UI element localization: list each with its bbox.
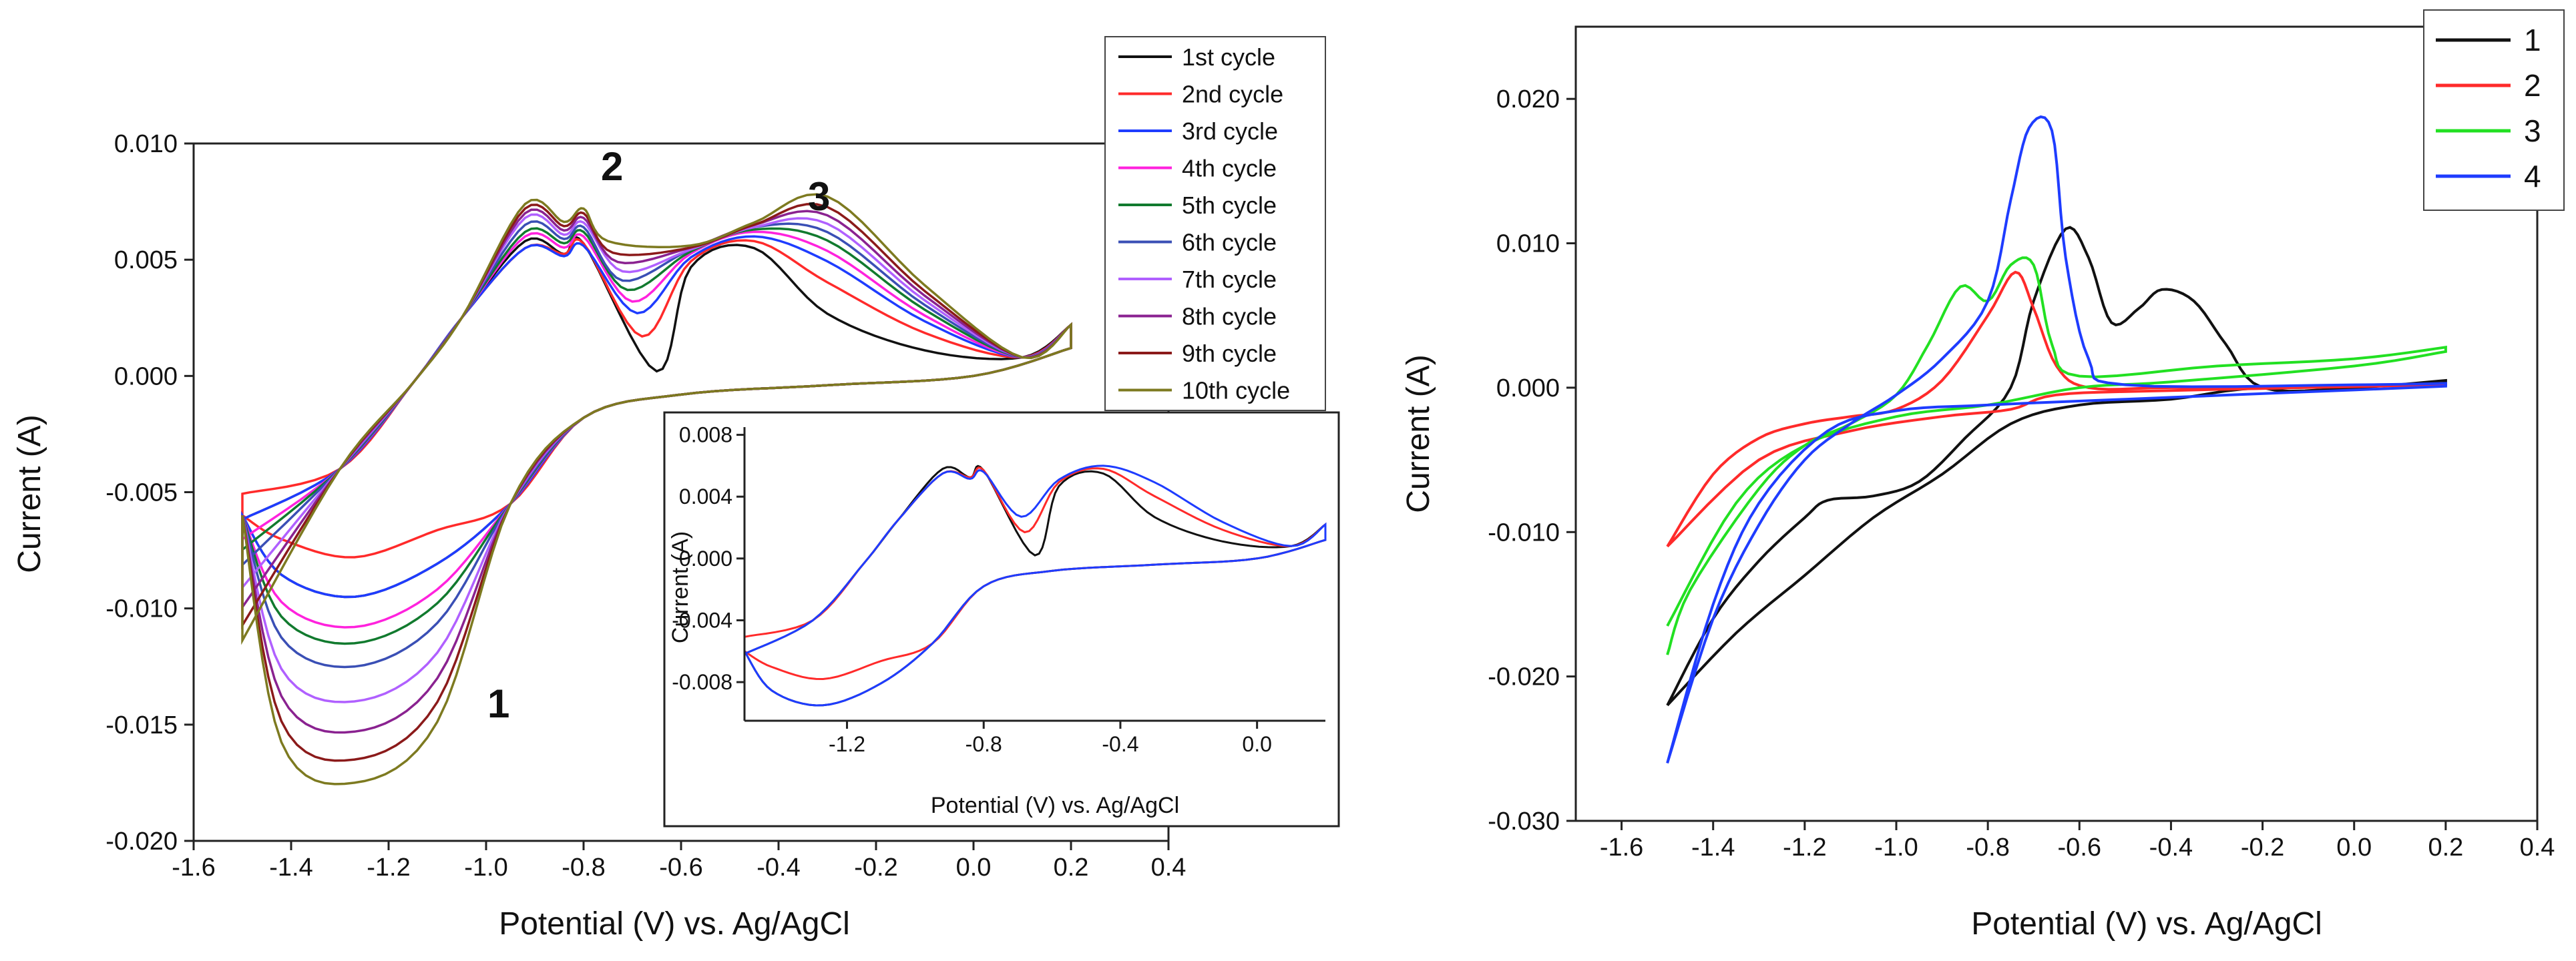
y-tick-label: -0.010	[105, 595, 178, 623]
inset-chart: -1.2 -0.8 -0.4 0.0 0.008 0.004 0.000 -0.004 -0.0…	[663, 411, 1340, 828]
left-legend-label: 2nd cycle	[1182, 81, 1283, 108]
left-chart-curves	[241, 193, 1072, 785]
left-legend-label: 3rd cycle	[1182, 117, 1278, 145]
left-series-6	[241, 220, 1072, 669]
x-tick-label: -1.2	[1783, 834, 1826, 862]
y-tick-label: 0.010	[114, 130, 178, 158]
x-tick-label: -0.2	[854, 854, 897, 882]
y-tick-label: 0.005	[114, 246, 178, 274]
y-tick-label: -0.020	[1488, 663, 1560, 691]
right-legend: 1 2 3 4	[2423, 9, 2565, 211]
y-tick-label: 0.010	[1496, 230, 1560, 258]
inset-axes: -1.2 -0.8 -0.4 0.0 0.008 0.004 0.000 -0.004 -0.0…	[672, 423, 1325, 756]
inset-y-tick-label: 0.004	[679, 485, 732, 509]
right-y-label: Current (A)	[1401, 354, 1436, 513]
inset-y-tick-label: -0.008	[672, 670, 732, 694]
left-chart: -1.6 -1.4 -1.2 -1.0 -0.8 -0.6 -0.4 -0.2 0.0 0.2 0.…	[12, 36, 1326, 942]
left-legend-label: 8th cycle	[1182, 303, 1277, 330]
y-tick-label: -0.030	[1488, 808, 1560, 836]
inset-y-tick-label: 0.000	[679, 547, 732, 571]
x-tick-label: -0.6	[659, 854, 702, 882]
y-tick-label: 0.000	[1496, 374, 1560, 402]
x-tick-label: 0.4	[2520, 834, 2555, 862]
y-tick-label: 0.020	[1496, 85, 1560, 113]
x-tick-label: -1.4	[1691, 834, 1735, 862]
left-y-label: Current (A)	[12, 414, 47, 573]
inset-x-tick-label: -0.4	[1102, 732, 1138, 756]
x-tick-label: -1.4	[269, 854, 312, 882]
left-series-4	[241, 230, 1072, 629]
right-legend-label: 2	[2524, 68, 2541, 103]
left-series-9	[241, 203, 1072, 762]
x-tick-label: -0.8	[1966, 834, 2009, 862]
right-series-4	[1666, 115, 2447, 764]
inset-curves	[743, 464, 1327, 707]
x-tick-label: -1.0	[464, 854, 507, 882]
inset-box	[663, 411, 1340, 828]
left-x-label: Potential (V) vs. Ag/AgCl	[499, 906, 850, 942]
left-legend-label: 6th cycle	[1182, 229, 1277, 256]
y-tick-label: -0.010	[1488, 519, 1560, 547]
y-tick-label: -0.005	[105, 479, 178, 507]
inset-x-tick-label: -1.2	[829, 732, 865, 756]
x-tick-label: 0.0	[2336, 834, 2372, 862]
right-x-axis: -1.6 -1.4 -1.2 -1.0 -0.8 -0.6 -0.4 -0.2 0.0 0.2 0.…	[1600, 821, 2555, 862]
left-legend-box	[1104, 36, 1326, 411]
left-legend-label: 5th cycle	[1182, 192, 1277, 219]
right-legend-label: 4	[2524, 159, 2541, 194]
inset-x-tick-label: -0.8	[965, 732, 1002, 756]
inset-y-tick-label: -0.004	[672, 608, 732, 632]
annotation-3: 3	[808, 174, 830, 219]
inset-y-tick-label: 0.008	[679, 423, 732, 447]
x-tick-label: -1.6	[172, 854, 215, 882]
inset-y-label: Current (A)	[668, 531, 693, 643]
left-x-axis: -1.6 -1.4 -1.2 -1.0 -0.8 -0.6 -0.4 -0.2 0.0 0.2 0.…	[172, 841, 1186, 882]
y-tick-label: 0.000	[114, 362, 178, 390]
x-tick-label: -0.4	[2149, 834, 2193, 862]
x-tick-label: -0.8	[562, 854, 605, 882]
right-y-axis: 0.020 0.010 0.000 -0.010 -0.020 -0.030	[1488, 85, 1576, 836]
x-tick-label: -1.0	[1874, 834, 1918, 862]
right-chart-curves	[1666, 115, 2447, 764]
x-tick-label: -0.2	[2241, 834, 2284, 862]
right-series-1	[1666, 226, 2447, 707]
y-tick-label: -0.020	[105, 828, 178, 856]
left-series-3	[241, 235, 1072, 599]
right-series-3	[1666, 256, 2447, 655]
inset-series-3	[743, 464, 1327, 707]
inset-x-tick-label: 0.0	[1242, 732, 1271, 756]
annotation-2: 2	[601, 144, 623, 189]
right-series-2	[1666, 270, 2446, 548]
left-legend: 1st cycle 2nd cycle 3rd cycle 4th cycle 5th …	[1104, 36, 1326, 411]
inset-x-label: Potential (V) vs. Ag/AgCl	[931, 793, 1179, 818]
left-legend-label: 10th cycle	[1182, 377, 1290, 404]
x-tick-label: -1.2	[367, 854, 410, 882]
right-chart: -1.6 -1.4 -1.2 -1.0 -0.8 -0.6 -0.4 -0.2 0.0 0.2 0.…	[1401, 9, 2565, 942]
right-chart-frame	[1574, 25, 2539, 822]
right-legend-label: 3	[2524, 113, 2541, 148]
left-series-7	[241, 213, 1072, 703]
left-y-axis: 0.010 0.005 0.000 -0.005 -0.010 -0.015 -0.020	[105, 130, 194, 856]
left-series-10	[241, 193, 1072, 785]
left-series-8	[241, 208, 1072, 734]
left-legend-label: 4th cycle	[1182, 155, 1277, 182]
left-legend-label: 1st cycle	[1182, 43, 1275, 71]
x-tick-label: 0.4	[1151, 854, 1187, 882]
annotation-1: 1	[487, 681, 509, 726]
y-tick-label: -0.015	[105, 711, 178, 739]
x-tick-label: 0.0	[956, 854, 992, 882]
x-tick-label: -0.4	[757, 854, 800, 882]
right-x-label: Potential (V) vs. Ag/AgCl	[1971, 906, 2322, 942]
left-legend-label: 9th cycle	[1182, 340, 1277, 367]
left-series-5	[241, 227, 1072, 645]
x-tick-label: -0.6	[2058, 834, 2101, 862]
x-tick-label: -1.6	[1600, 834, 1643, 862]
x-tick-label: 0.2	[1054, 854, 1089, 882]
left-legend-label: 7th cycle	[1182, 266, 1277, 293]
x-tick-label: 0.2	[2428, 834, 2463, 862]
right-legend-label: 1	[2524, 23, 2541, 57]
